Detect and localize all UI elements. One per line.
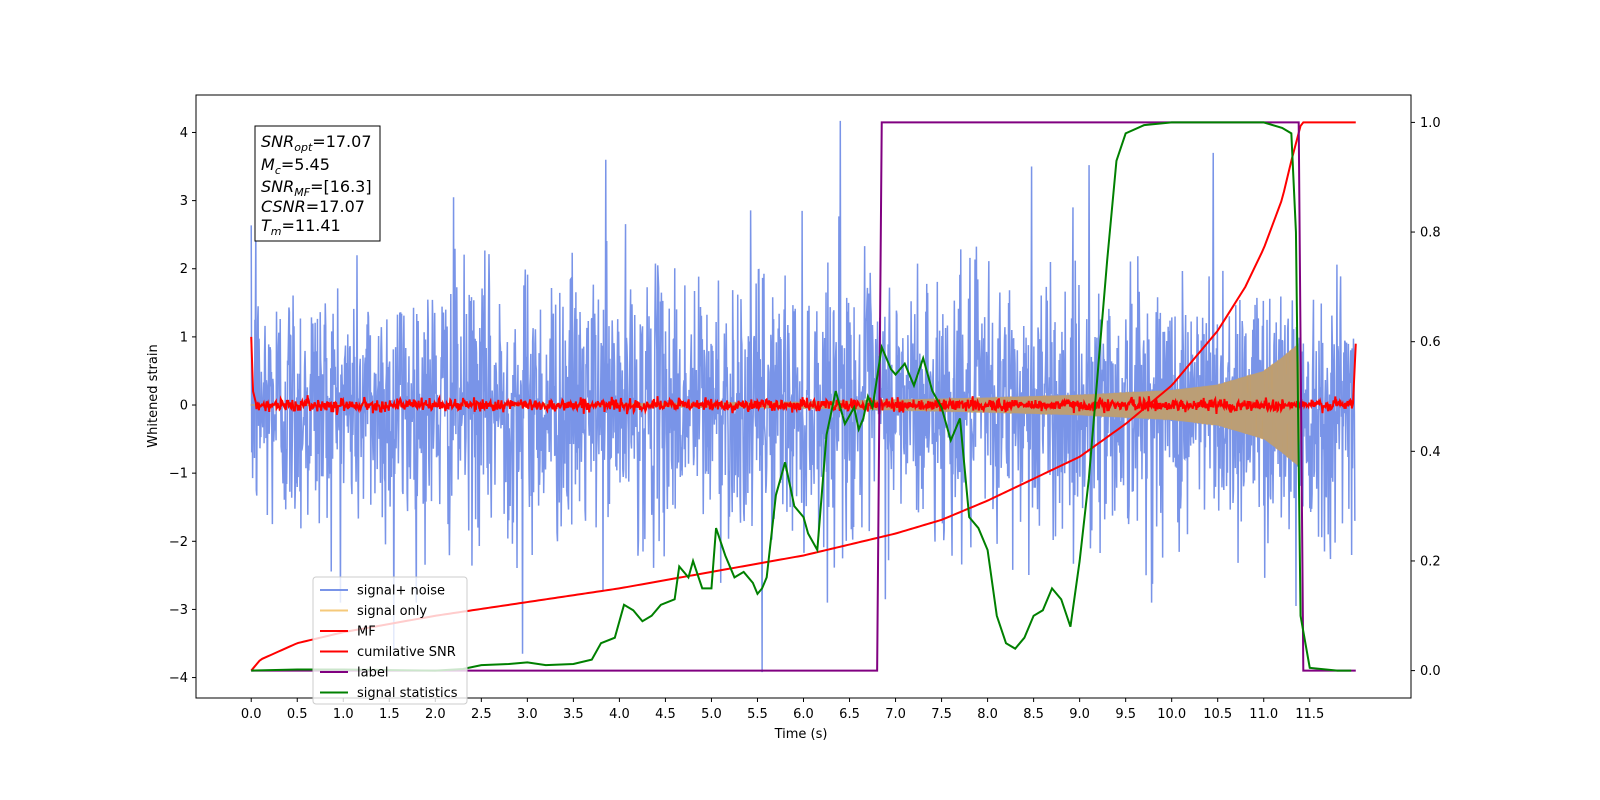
x-tick-label: 0.5 xyxy=(287,707,308,722)
x-tick-label: 4.5 xyxy=(655,707,676,722)
x-tick-label: 7.0 xyxy=(885,707,906,722)
y-tick-label: 0 xyxy=(180,399,188,414)
x-tick-label: 4.0 xyxy=(609,707,630,722)
y-axis-label: Whitened strain xyxy=(146,344,161,447)
x-axis-label: Time (s) xyxy=(774,727,828,742)
x-tick-label: 8.5 xyxy=(1023,707,1044,722)
x-tick-label: 7.5 xyxy=(931,707,952,722)
stat-snr-opt: SNRopt=17.07 xyxy=(261,132,372,154)
x-tick-label: 6.0 xyxy=(793,707,814,722)
x-tick-label: 10.0 xyxy=(1157,707,1186,722)
legend-label: signal+ noise xyxy=(357,584,445,599)
legend-label: signal statistics xyxy=(357,686,458,701)
y-tick-label: 4 xyxy=(180,126,188,141)
x-tick-label: 9.5 xyxy=(1115,707,1136,722)
x-axis: 0.0 0.5 1.0 1.5 2.0 2.5 3.0 3.5 4.0 4.5 5.0 5.5 6.0 6… xyxy=(241,698,1324,722)
stats-box-border xyxy=(254,125,381,242)
y-tick-label: −2 xyxy=(169,535,188,550)
legend-label: label xyxy=(357,666,388,681)
x-tick-label: 11.0 xyxy=(1249,707,1278,722)
y2-tick-label: 0.2 xyxy=(1420,554,1441,569)
y-tick-label: −4 xyxy=(169,671,188,686)
stat-csnr: CSNR=17.07 xyxy=(261,197,365,216)
stat-tm: Tm=11.41 xyxy=(261,216,341,238)
legend-label: MF xyxy=(357,625,376,640)
x-tick-label: 1.5 xyxy=(379,707,400,722)
legend-label: cumilative SNR xyxy=(357,645,456,660)
y-axis-left: 4 3 2 1 0 −1 −2 −3 −4 xyxy=(169,126,196,686)
x-tick-label: 11.5 xyxy=(1295,707,1324,722)
series-label xyxy=(251,121,1356,672)
x-tick-label: 6.5 xyxy=(839,707,860,722)
stats-box: SNRopt=17.07 Mc=5.45 SNRMF=[16.3] CSNR=1… xyxy=(254,125,381,242)
legend-label: signal only xyxy=(357,604,427,619)
legend-box xyxy=(312,576,468,705)
y-axis-right: 1.0 0.8 0.6 0.4 0.2 0.0 xyxy=(1411,116,1441,679)
x-tick-label: 2.0 xyxy=(425,707,446,722)
x-tick-label: 2.5 xyxy=(471,707,492,722)
y-tick-label: 1 xyxy=(180,330,188,345)
legend: signal+ noise signal only MF cumilative SNR… xyxy=(312,576,468,705)
x-tick-label: 8.0 xyxy=(977,707,998,722)
y-tick-label: −1 xyxy=(169,467,188,482)
y2-tick-label: 0.8 xyxy=(1420,226,1441,241)
y2-tick-label: 0.6 xyxy=(1420,335,1441,350)
x-tick-label: 0.0 xyxy=(241,707,262,722)
x-tick-label: 10.5 xyxy=(1203,707,1232,722)
stat-mc: Mc=5.45 xyxy=(261,155,330,177)
series-signal-statistics xyxy=(251,121,1352,672)
y2-tick-label: 1.0 xyxy=(1420,116,1441,131)
x-tick-label: 5.5 xyxy=(747,707,768,722)
x-tick-label: 5.0 xyxy=(701,707,722,722)
x-tick-label: 3.5 xyxy=(563,707,584,722)
x-tick-label: 9.0 xyxy=(1069,707,1090,722)
series-signal-plus-noise xyxy=(250,120,1356,673)
y2-tick-label: 0.0 xyxy=(1420,664,1441,679)
stat-snr-mf: SNRMF=[16.3] xyxy=(261,177,372,199)
x-tick-label: 1.0 xyxy=(333,707,354,722)
y-tick-label: 2 xyxy=(180,262,188,277)
series-mf xyxy=(250,336,1357,416)
x-tick-label: 3.0 xyxy=(517,707,538,722)
y-tick-label: −3 xyxy=(169,603,188,618)
y-tick-label: 3 xyxy=(180,194,188,209)
legend-entries: signal+ noise signal only MF cumilative SNR… xyxy=(320,584,458,701)
y2-tick-label: 0.4 xyxy=(1420,445,1441,460)
